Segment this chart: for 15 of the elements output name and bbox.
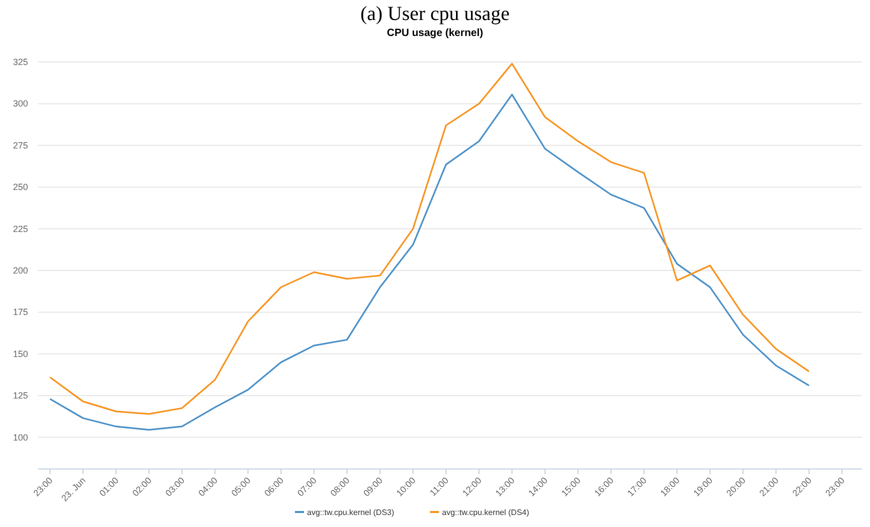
y-tick-label: 200 xyxy=(12,266,28,276)
y-tick-label: 175 xyxy=(12,307,28,318)
y-tick-label: 125 xyxy=(12,390,28,401)
y-tick-label: 275 xyxy=(12,140,28,150)
text: (a) User cpu usage xyxy=(360,3,510,25)
y-tick-label: 300 xyxy=(12,98,28,109)
y-tick-label: 250 xyxy=(12,182,28,192)
y-tick-label: 225 xyxy=(12,224,28,234)
legend-label: avg::tw.cpu.kernel (DS3) xyxy=(307,508,394,517)
y-tick-label: 150 xyxy=(12,348,28,359)
y-tick-label: 325 xyxy=(12,57,28,67)
x-tick-label: 23. Jun xyxy=(59,475,88,504)
y-tick-label: 100 xyxy=(12,432,28,442)
chart-title: CPU usage (kernel) xyxy=(386,27,484,39)
legend-label: avg::tw.cpu.kernel (DS4) xyxy=(442,508,530,517)
